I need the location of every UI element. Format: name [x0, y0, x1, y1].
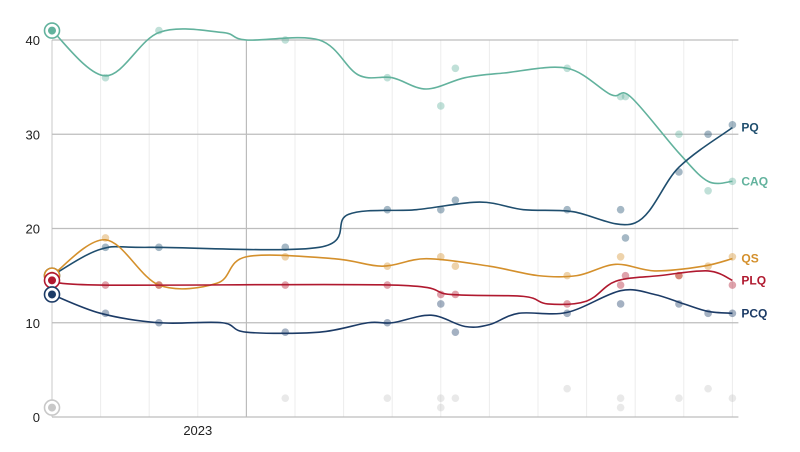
caq-start-dot: [48, 26, 56, 35]
caq-trend-line: [51, 28, 733, 185]
plq-poll-point: [728, 281, 737, 289]
other-poll-point: [437, 403, 445, 412]
pcq-trend-line: [51, 288, 733, 335]
other-poll-point: [281, 394, 290, 402]
series-labels: CAQ PQ QS PLQ PCQ: [741, 121, 768, 321]
pcq-poll-point: [451, 328, 460, 336]
other-poll-point: [616, 394, 625, 402]
pcq-poll-point: [616, 300, 625, 308]
y-tick-label: 30: [26, 127, 40, 142]
other-poll-point: [563, 384, 571, 393]
other-start-dot: [48, 403, 56, 412]
other-poll-point: [437, 394, 445, 402]
other-poll-point: [383, 394, 392, 402]
trend-lines: [51, 28, 733, 335]
plq-poll-point: [616, 281, 625, 289]
pq-poll-point: [704, 130, 712, 139]
qs-poll-point: [451, 262, 460, 271]
y-tick-label: 0: [33, 410, 40, 425]
x-axis: 2023: [183, 423, 212, 438]
pcq-start-dot: [48, 290, 56, 299]
pcq-poll-point: [281, 328, 290, 336]
plq-trend-line: [51, 270, 733, 306]
pq-poll-point: [563, 205, 571, 214]
pq-trend-line: [51, 127, 733, 277]
pq-poll-point: [728, 121, 737, 129]
y-tick-label: 40: [26, 33, 40, 48]
other-poll-point: [704, 384, 712, 393]
caq-poll-point: [704, 187, 712, 195]
caq-poll-point: [437, 102, 445, 110]
qs-poll-point: [563, 271, 571, 280]
caq-label: CAQ: [741, 174, 768, 188]
pq-poll-point: [437, 205, 445, 214]
plq-poll-point: [621, 271, 630, 280]
y-tick-label: 20: [26, 222, 40, 237]
x-tick-label: 2023: [183, 423, 212, 438]
qs-label: QS: [741, 252, 758, 266]
pq-poll-point: [621, 234, 630, 242]
caq-poll-point: [451, 64, 460, 73]
pcq-poll-point: [437, 300, 445, 308]
pq-label: PQ: [741, 121, 758, 135]
pq-poll-point: [616, 205, 625, 214]
pcq-label: PCQ: [741, 306, 767, 320]
plq-label: PLQ: [741, 273, 766, 287]
y-axis: 0 10 20 30 40: [26, 33, 40, 425]
other-poll-point: [728, 394, 737, 402]
other-poll-point: [616, 403, 625, 412]
other-poll-point: [451, 394, 460, 402]
y-tick-label: 10: [26, 316, 40, 331]
start-markers: [43, 22, 61, 416]
qs-poll-point: [616, 252, 625, 261]
caq-poll-point: [675, 130, 683, 139]
other-poll-point: [675, 394, 683, 402]
plq-start-dot: [48, 276, 56, 285]
qs-poll-point: [281, 252, 290, 261]
grid: [51, 39, 739, 418]
qs-trend-line: [51, 239, 733, 290]
pq-poll-point: [451, 196, 460, 205]
